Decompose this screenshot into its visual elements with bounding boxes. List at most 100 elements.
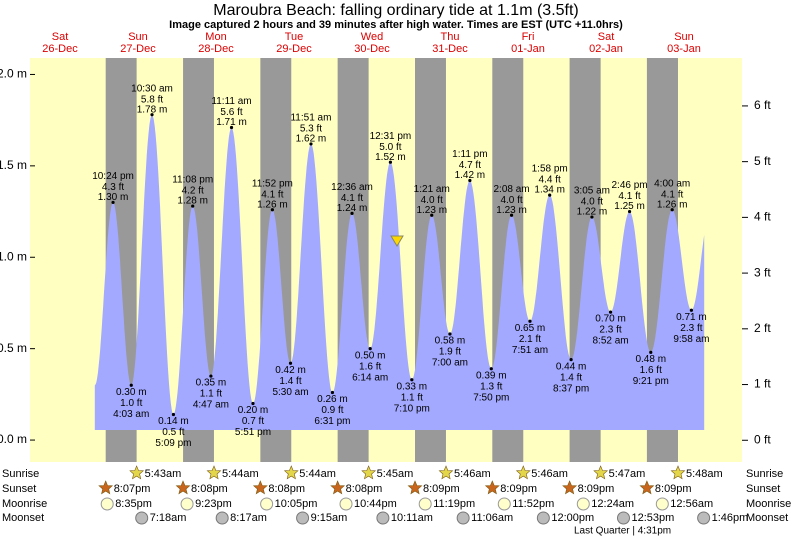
tide-label: 7:51 am	[512, 345, 548, 356]
sunrise-icon	[129, 465, 145, 480]
row-time: 8:08pm	[191, 483, 228, 495]
tide-label: 0.33 m	[397, 381, 428, 392]
sunrise-icon	[670, 465, 686, 480]
tide-label: 1.23 m	[416, 205, 447, 216]
tide-label: 11:08 pm	[172, 175, 213, 186]
tide-label: 4.0 ft	[421, 195, 443, 206]
tide-label: 1.26 m	[657, 199, 688, 210]
tide-label: 11:11 am	[211, 96, 251, 107]
row-label: Moonset	[2, 512, 44, 524]
row-time: 1:46pm	[712, 512, 749, 524]
day-name: Wed	[361, 31, 383, 43]
day-name: Sun	[674, 31, 694, 43]
y2-tick-label: 3 ft	[754, 265, 771, 279]
sunset-icon	[175, 480, 191, 495]
tide-point	[448, 332, 452, 336]
tide-label: 1:21 am	[414, 184, 450, 195]
row-label: Sunrise	[746, 468, 783, 480]
sunrise-icon	[593, 465, 609, 480]
tide-label: 0.26 m	[317, 394, 348, 405]
tide-label: 4.3 ft	[102, 182, 124, 193]
tide-label: 2:08 am	[494, 184, 530, 195]
tide-label: 0.50 m	[355, 350, 386, 361]
moonrise-icon	[260, 497, 274, 511]
tide-label: 8:52 am	[592, 336, 628, 347]
row-time: 9:15am	[311, 512, 348, 524]
tide-point	[209, 374, 213, 378]
tide-point	[288, 361, 293, 365]
tide-label: 4.1 ft	[261, 189, 283, 200]
day-name: Fri	[522, 31, 535, 43]
tide-point	[548, 193, 552, 197]
chart-subtitle: Image captured 2 hours and 39 minutes af…	[169, 19, 623, 31]
tide-point	[528, 319, 532, 323]
day-date: 03-Jan	[667, 43, 701, 55]
tide-label: 10:24 pm	[92, 171, 134, 182]
y-tick-label: 1.0 m	[0, 249, 27, 263]
tide-label: 5:09 pm	[155, 438, 191, 449]
sunrise-icon	[283, 465, 299, 480]
row-label: Moonset	[746, 512, 788, 524]
tide-label: 6:14 am	[352, 372, 388, 383]
tide-label: 4.1 ft	[661, 189, 683, 200]
tide-label: 4:00 am	[654, 178, 690, 189]
row-label: Sunset	[2, 483, 36, 495]
tide-label: 7:00 am	[432, 358, 468, 369]
row-time: 8:17am	[230, 512, 267, 524]
day-date: 26-Dec	[42, 43, 78, 55]
tide-label: 1.26 m	[257, 199, 288, 210]
row-label: Moonrise	[746, 498, 791, 510]
tide-label: 0.44 m	[556, 361, 587, 372]
tide-label: 0.14 m	[158, 416, 189, 427]
moonrise-icon	[576, 497, 590, 511]
tide-label: 1.28 m	[177, 196, 208, 207]
tide-label: 5.0 ft	[379, 142, 401, 153]
row-time: 5:44am	[222, 468, 259, 480]
row-time: 5:47am	[609, 468, 646, 480]
tide-label: 1.23 m	[496, 205, 527, 216]
moonrise-icon	[180, 497, 194, 511]
moonset-icon	[296, 511, 310, 525]
sunset-icon	[252, 480, 268, 495]
y2-tick-label: 2 ft	[754, 321, 771, 335]
tide-label: 9:21 pm	[633, 376, 669, 387]
tide-label: 1.4 ft	[560, 372, 582, 383]
tide-point	[150, 113, 154, 117]
tide-label: 4:03 am	[113, 409, 149, 420]
row-label: Sunrise	[2, 468, 39, 480]
tide-label: 0.20 m	[238, 405, 269, 416]
moonset-icon	[616, 511, 630, 525]
tide-point	[270, 208, 274, 212]
tide-area	[94, 114, 705, 430]
sunrise-icon	[515, 465, 531, 480]
tide-label: 1.6 ft	[359, 361, 381, 372]
row-time: 5:46am	[454, 468, 491, 480]
current-marker	[390, 235, 404, 247]
day-date: 27-Dec	[120, 43, 156, 55]
moonset-icon	[536, 511, 550, 525]
tide-point	[111, 200, 115, 205]
tide-point	[251, 401, 255, 406]
tide-label: 0.70 m	[595, 314, 626, 325]
day-name: Mon	[205, 31, 226, 43]
tide-label: 2:46 pm	[611, 180, 647, 191]
row-time: 5:48am	[686, 468, 723, 480]
moonset-icon	[697, 511, 711, 525]
row-time: 11:52pm	[512, 498, 554, 510]
row-time: 9:23pm	[195, 498, 232, 510]
day-name: Tue	[285, 31, 304, 43]
sunset-icon	[484, 480, 500, 495]
tide-label: 4:47 am	[193, 400, 229, 411]
tide-label: 1.9 ft	[439, 347, 461, 358]
tide-label: 5:30 am	[272, 387, 308, 398]
tide-label: 10:30 am	[131, 83, 173, 94]
moonrise-icon	[655, 497, 669, 511]
tide-label: 1.30 m	[98, 192, 129, 203]
y2-tick-label: 6 ft	[754, 98, 771, 112]
tide-label: 0.39 m	[476, 370, 507, 381]
tide-point	[670, 208, 674, 212]
moonset-icon	[456, 511, 470, 525]
chart-title: Maroubra Beach: falling ordinary tide at…	[213, 2, 579, 19]
tide-label: 4.4 ft	[539, 175, 561, 186]
day-name: Thu	[441, 31, 460, 43]
